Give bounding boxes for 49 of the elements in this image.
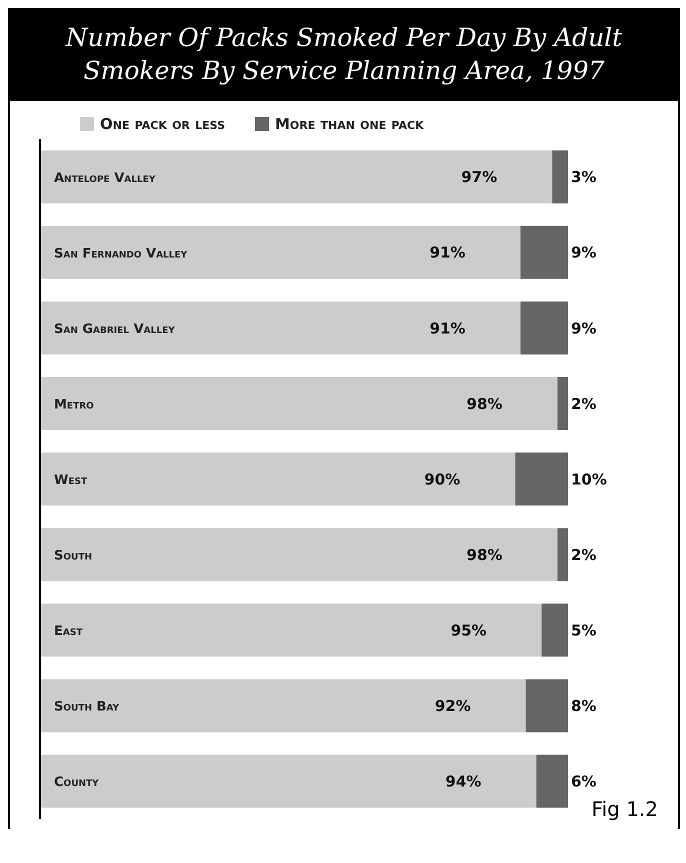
bar	[40, 150, 552, 204]
data-label: 95%	[450, 621, 487, 640]
y-tick-label: San Gabriel Valley	[54, 322, 176, 337]
data-label: 2%	[571, 394, 596, 413]
bar	[40, 452, 516, 506]
data-label: 98%	[466, 546, 502, 564]
bar	[557, 377, 568, 430]
bar	[40, 754, 536, 808]
bar	[40, 528, 558, 582]
bar	[520, 226, 568, 279]
bar	[520, 301, 568, 354]
y-tick-label: East	[54, 624, 84, 640]
data-label: 91%	[430, 244, 466, 262]
data-label: 98%	[466, 394, 502, 413]
legend-label: More than one pack	[275, 115, 424, 133]
data-label: 91%	[430, 319, 466, 338]
bar	[40, 226, 520, 279]
data-label: 9%	[571, 244, 596, 262]
y-tick-label: Antelope Valley	[54, 170, 156, 186]
data-label: 97%	[461, 168, 498, 186]
y-tick-label: West	[54, 473, 88, 488]
y-tick-label: San Fernando Valley	[54, 246, 188, 262]
data-label: 3%	[571, 168, 596, 186]
y-tick-label: South Bay	[54, 700, 120, 715]
y-tick-label: South	[54, 548, 92, 564]
bar	[40, 679, 526, 732]
data-label: 9%	[571, 319, 596, 338]
chart-title: Number Of Packs Smoked Per Day By Adult Smokers By Service Planning Area, 1997	[10, 8, 678, 101]
legend-label: One pack or less	[100, 115, 225, 133]
data-label: 10%	[571, 470, 607, 488]
bar	[40, 301, 520, 354]
bar	[557, 528, 568, 582]
data-label: 92%	[434, 697, 471, 716]
bar	[40, 604, 542, 657]
data-label: 94%	[445, 772, 482, 791]
data-label: 5%	[571, 621, 596, 640]
bar	[40, 377, 558, 430]
data-label: 6%	[571, 772, 596, 791]
y-tick-label: Metro	[54, 397, 94, 412]
data-label: 8%	[571, 697, 596, 716]
bar	[536, 754, 568, 808]
bar	[526, 679, 568, 732]
y-tick-label: County	[54, 775, 100, 790]
caption: Fig 1.2	[592, 797, 658, 821]
bar	[515, 452, 568, 506]
bar	[552, 150, 568, 204]
bar	[542, 604, 568, 657]
data-label: 90%	[424, 470, 460, 488]
data-label: 2%	[571, 546, 596, 564]
